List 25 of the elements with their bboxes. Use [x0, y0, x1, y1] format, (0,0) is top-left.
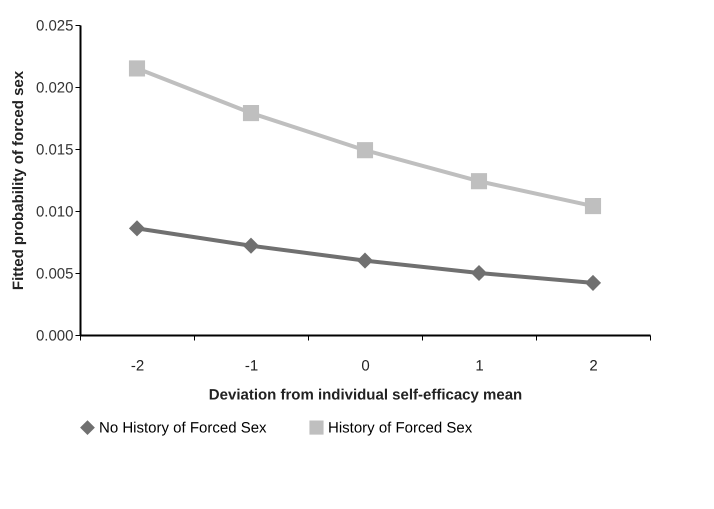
point [128, 60, 146, 76]
y-tick-label: 0.010 [36, 204, 74, 220]
x-tick-label: -1 [244, 358, 258, 374]
point [242, 104, 260, 122]
point [242, 238, 260, 254]
y-axis-title: Fitted probability of forced sex [10, 70, 27, 290]
legend-label: History of Forced Sex [328, 420, 473, 437]
y-tick-label: 0.000 [36, 328, 74, 344]
point [356, 252, 374, 269]
y-tick-label: 0.020 [36, 80, 74, 96]
y-tick-label: 0.015 [36, 142, 74, 158]
x-tick-label: -2 [130, 358, 144, 374]
x-tick-label: 2 [589, 358, 598, 374]
point [584, 198, 602, 214]
x-tick-label: 1 [475, 358, 484, 374]
point [356, 142, 374, 158]
x-axis-title: Deviation from individual self-efficacy mean [208, 386, 522, 404]
legend-label: No History of Forced Sex [99, 420, 268, 437]
x-tick-label: 0 [361, 358, 370, 374]
point [128, 220, 146, 236]
y-tick-label: 0.025 [36, 18, 74, 34]
y-tick-label: 0.005 [36, 266, 74, 282]
point [584, 274, 602, 291]
point [470, 173, 488, 190]
point [470, 264, 488, 282]
